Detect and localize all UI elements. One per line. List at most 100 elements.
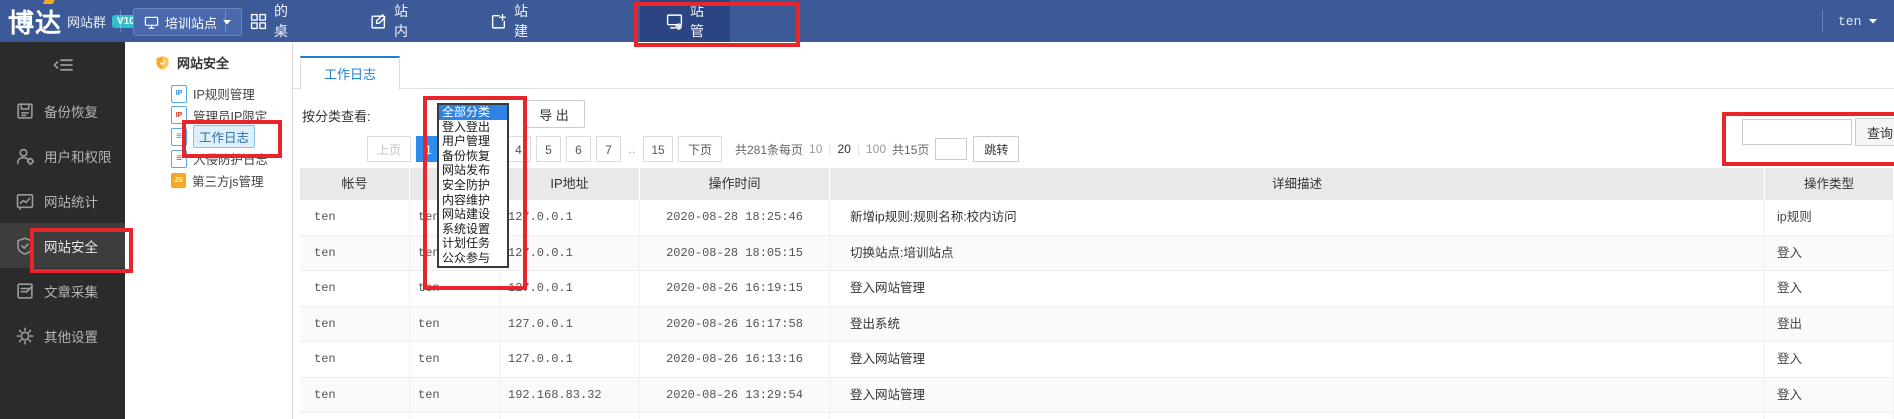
category-option[interactable]: 安全防护 — [442, 177, 491, 192]
table-cell: ten — [300, 413, 410, 419]
page-size-10[interactable]: 10 — [809, 142, 823, 156]
table-cell: 127.0.0.1 — [500, 342, 640, 377]
caret-down-icon — [1869, 18, 1878, 24]
category-option[interactable]: 计划任务 — [442, 236, 491, 251]
sidebar-collapse-button[interactable] — [0, 42, 125, 88]
sidebar-item-label: 其他设置 — [44, 329, 98, 345]
stats-icon — [15, 191, 35, 211]
main-content: 工作日志 按分类查看: 导 出 上页1234567..15下页共281条每页10… — [293, 42, 1894, 419]
sidebar-item-3[interactable]: 网站统计 — [0, 178, 125, 223]
tab-work-log[interactable]: 工作日志 — [300, 56, 400, 90]
category-option[interactable]: 全部分类 — [439, 105, 507, 120]
sidebar-item-5[interactable]: 文章采集 — [0, 268, 125, 313]
table-cell: 登入 — [1765, 235, 1894, 270]
table-cell: 192.168.83.32 — [500, 377, 640, 412]
topnav-item-4[interactable]: 网站管理 — [640, 0, 730, 59]
subsidebar-item-3[interactable]: ≡ 工作日志 — [171, 125, 256, 149]
logo-suffix: 网站群 — [67, 14, 107, 30]
topnav-item-2[interactable]: 网站内容 — [360, 0, 418, 59]
table-cell: ten — [410, 306, 500, 341]
site-switcher-button[interactable]: 培训站点 — [133, 8, 243, 36]
category-dropdown-list[interactable]: 全部分类 登入登出 用户管理 备份恢复 网站发布 安全防护 内容维护 网站建设 系统设置 计划任务… — [437, 103, 509, 268]
table-row[interactable]: ten ten 192.168.83.32 2020-08-26 13:29:54 登入… — [300, 377, 1894, 413]
category-option[interactable]: 内容维护 — [442, 192, 491, 207]
sidebar-item-1[interactable]: 备份恢复 — [0, 88, 125, 133]
table-cell: 2020-08-26 16:13:16 — [640, 342, 830, 377]
subsidebar-item-label: 工作日志 — [193, 125, 256, 149]
page-ellipsis: .. — [628, 142, 636, 156]
page-button-15[interactable]: 15 — [643, 136, 673, 162]
search-input[interactable] — [1742, 119, 1852, 145]
table-header-cell: 操作时间 — [640, 168, 830, 200]
table-row[interactable]: ten ten 127.0.0.1 2020-08-26 16:13:16 登入网站管理… — [300, 342, 1894, 378]
sidebar-item-2[interactable]: 用户和权限 — [0, 133, 125, 178]
subsidebar-item-5[interactable]: JS 第三方js管理 — [171, 170, 264, 191]
sidebar-item-6[interactable]: 其他设置 — [0, 313, 125, 358]
topbar: 博达 网站群 V10 培训站点 我的桌面 网站内容 网站建设 网站管理 ten — [0, 0, 1894, 59]
page-button-5[interactable]: 5 — [536, 136, 561, 162]
table-row[interactable]: ten ten 127.0.0.1 2020-08-26 16:17:58 登出系统 登出 — [300, 306, 1894, 342]
category-option[interactable]: 公众参与 — [442, 250, 491, 265]
shield-icon — [15, 236, 35, 256]
total-pages-text: 共15页 — [892, 142, 930, 157]
site-build-icon — [490, 13, 507, 30]
subsidebar-item-4[interactable]: ≡ 入侵防护日志 — [171, 148, 268, 169]
divider: | — [856, 142, 860, 156]
table-cell: ten — [410, 271, 500, 306]
monitor-icon — [144, 15, 159, 30]
table-cell: 登入 — [1765, 377, 1894, 412]
user-menu[interactable]: ten — [1838, 0, 1878, 42]
jump-button[interactable]: 跳转 — [973, 136, 1020, 162]
table-cell — [500, 413, 640, 419]
jump-page-input[interactable] — [935, 138, 968, 160]
table-cell: 登出 — [1765, 413, 1894, 419]
article-collect-icon — [15, 281, 35, 301]
sidebar-item-4[interactable]: 网站安全 — [0, 223, 125, 268]
subsidebar-item-1[interactable]: IP IP规则管理 — [171, 83, 255, 104]
app-logo: 博达 网站群 V10 — [8, 0, 140, 42]
category-option[interactable]: 备份恢复 — [442, 148, 491, 163]
table-cell: 2020-08-26 16:17:58 — [640, 306, 830, 341]
page-size-20[interactable]: 20 — [837, 142, 851, 156]
table-cell: 登入网站管理 — [830, 342, 1765, 377]
table-row[interactable]: ten ten 127.0.0.1 2020-08-26 16:19:15 登入网站管理… — [300, 271, 1894, 307]
category-option[interactable]: 网站建设 — [442, 207, 491, 222]
table-cell: ten — [300, 342, 410, 377]
category-option[interactable]: 登入登出 — [442, 119, 491, 134]
table-header-row: 帐号名称IP地址操作时间详细描述操作类型 — [300, 168, 1894, 200]
table-row[interactable]: ten ten 127.0.0.1 2020-08-28 18:05:15 切换站点:培… — [300, 235, 1894, 271]
topnav-item-1[interactable]: 我的桌面 — [240, 0, 298, 59]
subsidebar-item-2[interactable]: IP 管理员IP限定 — [171, 105, 267, 126]
version-badge: V10 — [112, 14, 140, 28]
sidebar-item-label: 网站安全 — [44, 239, 98, 255]
orange-shield-icon — [155, 55, 170, 71]
export-button[interactable]: 导 出 — [523, 100, 585, 128]
page-button-4[interactable]: 4 — [506, 136, 531, 162]
page-size-100[interactable]: 100 — [866, 142, 887, 156]
table-cell: ten — [410, 342, 500, 377]
js-icon: JS — [171, 172, 186, 188]
total-count-text: 共281条每页 — [735, 142, 804, 157]
category-option[interactable]: 网站发布 — [442, 163, 491, 178]
prev-page-button[interactable]: 上页 — [367, 136, 411, 162]
next-page-button[interactable]: 下页 — [678, 136, 722, 162]
secondary-sidebar-title-label: 网站安全 — [177, 56, 230, 71]
search-button[interactable]: 查询 — [1855, 118, 1894, 146]
category-option[interactable]: 用户管理 — [442, 134, 491, 149]
category-option[interactable]: 系统设置 — [442, 221, 491, 236]
topnav-item-3[interactable]: 网站建设 — [480, 0, 538, 59]
filter-label: 按分类查看: — [302, 109, 371, 124]
table-cell: 登出系统 — [830, 413, 1765, 419]
secondary-sidebar: 网站安全 IP IP规则管理 IP 管理员IP限定 ≡ 工作日志 ≡ 入侵防护日志 JS 第三方j… — [125, 42, 293, 419]
table-cell: 登入 — [1765, 342, 1894, 377]
defense-log-icon: ≡ — [171, 149, 187, 168]
table-cell — [640, 413, 830, 419]
page-button-6[interactable]: 6 — [566, 136, 591, 162]
sidebar: 备份恢复 用户和权限 网站统计网站安全文章采集其他设置 — [0, 42, 125, 419]
table-cell: 登出 — [1765, 306, 1894, 341]
page-button-7[interactable]: 7 — [596, 136, 621, 162]
subsidebar-item-label: IP规则管理 — [193, 88, 255, 102]
table-row[interactable]: ten ten 127.0.0.1 2020-08-28 18:25:46 新增ip规则… — [300, 200, 1894, 236]
table-cell: ip规则 — [1765, 200, 1894, 235]
